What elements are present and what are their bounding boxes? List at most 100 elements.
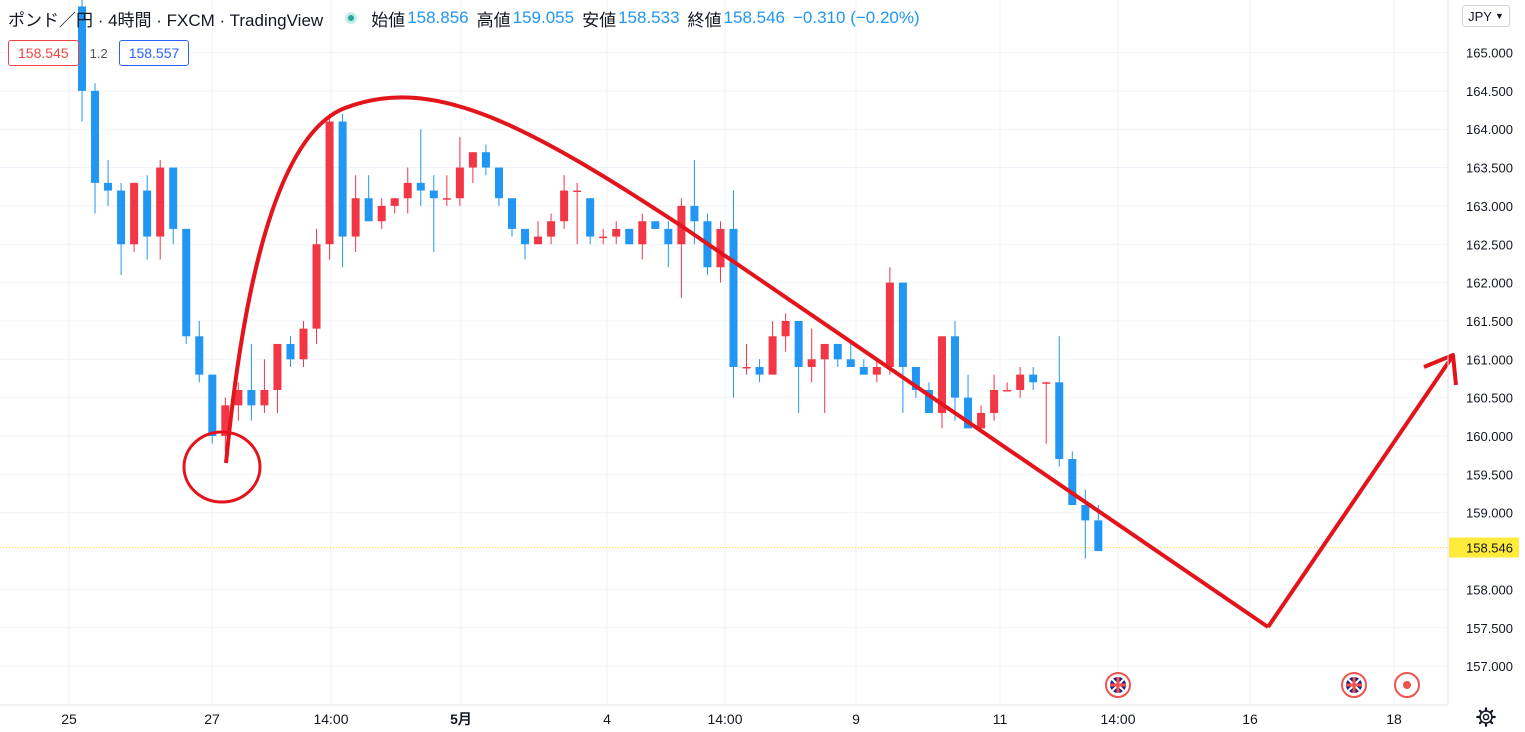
time-tick-label: 4 xyxy=(603,711,611,727)
time-tick-label: 11 xyxy=(993,711,1008,727)
candle-down xyxy=(429,175,438,252)
candle-body xyxy=(742,366,751,369)
candle-up xyxy=(781,313,790,352)
candle-body xyxy=(104,182,113,191)
candle-down xyxy=(182,228,191,344)
price-tick-label: 164.500 xyxy=(1466,84,1513,99)
candle-up xyxy=(325,113,334,260)
candle-down xyxy=(195,320,204,383)
candle-body xyxy=(885,282,894,367)
candle-up xyxy=(468,152,477,183)
candle-body xyxy=(625,228,634,245)
symbol-title[interactable]: ポンド／円 · 4時間 · FXCM · TradingView xyxy=(8,10,324,30)
price-tick-label: 165.000 xyxy=(1466,46,1513,61)
candle-body xyxy=(898,282,907,367)
sell-price-button[interactable]: 158.545 xyxy=(8,40,79,66)
candle-body xyxy=(534,236,543,245)
candle-down xyxy=(494,167,503,206)
gear-icon[interactable] xyxy=(1475,706,1497,728)
buy-price-button[interactable]: 158.557 xyxy=(118,40,190,66)
candle-body xyxy=(924,389,933,413)
candle-body xyxy=(911,366,920,390)
uk-event-flag-icon[interactable] xyxy=(1341,672,1367,698)
candle-body xyxy=(247,389,256,406)
candle-body xyxy=(390,198,399,206)
candle-body xyxy=(143,190,152,237)
candle-up xyxy=(1016,366,1025,398)
downtrend-line-annotation xyxy=(678,223,1270,629)
open-label: 始値 xyxy=(371,10,406,30)
currency-label: JPY xyxy=(1468,8,1492,24)
candle-body xyxy=(833,343,842,360)
candle-up xyxy=(820,343,829,413)
candle-up xyxy=(872,359,881,383)
bottom-circle-annotation xyxy=(182,430,262,504)
jp-event-flag-icon[interactable] xyxy=(1394,672,1420,698)
candle-up xyxy=(442,175,451,206)
candle-down xyxy=(651,221,660,229)
high-label: 高値 xyxy=(476,10,511,30)
time-tick-label: 14:00 xyxy=(313,711,348,727)
last-price-badge xyxy=(1449,537,1519,558)
candle-body xyxy=(286,343,295,360)
candle-down xyxy=(898,282,907,413)
candle-up xyxy=(599,228,608,245)
candle-down xyxy=(625,228,634,245)
candle-body xyxy=(325,121,334,245)
currency-selector[interactable]: JPY ▼ xyxy=(1462,5,1510,27)
candle-body xyxy=(1029,374,1038,383)
candle-body xyxy=(768,336,777,375)
candle-down xyxy=(859,359,868,375)
candle-up xyxy=(351,175,360,252)
candle-body xyxy=(494,167,503,199)
candle-down xyxy=(481,144,490,176)
uk-event-flag-icon[interactable] xyxy=(1105,672,1131,698)
price-tick-label: 160.500 xyxy=(1466,391,1513,406)
candle-up xyxy=(260,359,269,413)
price-tick-label: 164.000 xyxy=(1466,122,1513,137)
price-axis[interactable]: 157.000157.500158.000158.500159.000159.5… xyxy=(1466,46,1513,675)
candle-down xyxy=(690,159,699,245)
candle-up xyxy=(534,221,543,245)
price-tick-label: 157.500 xyxy=(1466,621,1513,636)
candle-body xyxy=(312,244,321,329)
event-markers[interactable] xyxy=(1105,672,1420,698)
candle-down xyxy=(104,159,113,206)
time-axis[interactable]: 25 27 14:00 5月 4 14:00 9 11 14:00 16 18 xyxy=(61,711,1402,727)
candle-body xyxy=(964,397,973,429)
candle-down xyxy=(169,167,178,245)
candle-up xyxy=(390,198,399,214)
candle-body xyxy=(117,190,126,245)
price-tick-label: 161.500 xyxy=(1466,314,1513,329)
candle-down xyxy=(91,83,100,214)
candle-body xyxy=(364,198,373,222)
candle-up xyxy=(937,336,946,429)
candle-down xyxy=(911,366,920,398)
low-label: 安値 xyxy=(582,10,617,30)
candle-body xyxy=(990,389,999,413)
candle-down xyxy=(364,175,373,222)
time-tick-label: 25 xyxy=(61,711,77,727)
candle-down xyxy=(117,182,126,275)
candle-down xyxy=(664,221,673,268)
candle-up xyxy=(807,328,816,383)
candle-body xyxy=(156,167,165,237)
candle-up xyxy=(1003,382,1012,392)
candle-body xyxy=(807,359,816,367)
candle-body xyxy=(1055,382,1064,460)
last-price-label: 158.546 xyxy=(1449,537,1519,558)
price-tick-label: 162.500 xyxy=(1466,237,1513,252)
price-tick-label: 163.000 xyxy=(1466,199,1513,214)
price-tick-label: 161.000 xyxy=(1466,352,1513,367)
close-value: 158.546 xyxy=(723,8,785,27)
arc-annotation xyxy=(224,95,682,464)
candle-up xyxy=(299,320,308,367)
candles xyxy=(78,0,1103,559)
candle-body xyxy=(521,228,530,245)
time-tick-label: 14:00 xyxy=(1100,711,1135,727)
quote-panel: 158.545 1.2 158.557 xyxy=(8,40,190,66)
candle-up xyxy=(455,136,464,206)
candle-up xyxy=(547,213,556,245)
candle-body xyxy=(169,167,178,229)
